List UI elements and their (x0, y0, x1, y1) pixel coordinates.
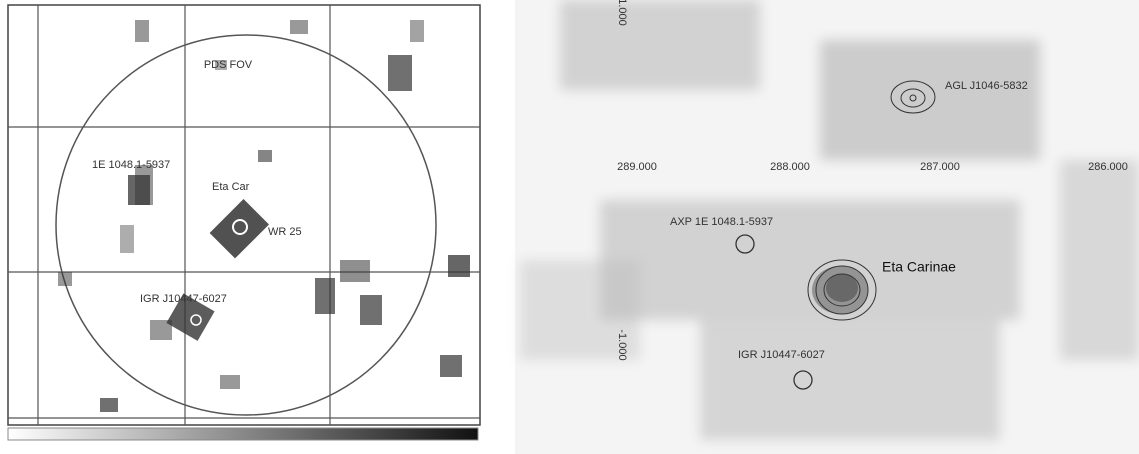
source-label: IGR J10447-6027 (738, 349, 825, 361)
figure: PDS FOV 1E 1048.1-5937 Eta Car WR 25 IGR… (0, 0, 1139, 454)
x-tick-label: 287.000 (920, 161, 960, 173)
source-label: AXP 1E 1048.1-5937 (670, 216, 773, 228)
color-bar (8, 428, 478, 440)
source-label: Eta Carinae (882, 259, 956, 275)
source-label: AGL J1046-5832 (945, 80, 1028, 92)
source-label: Eta Car (212, 181, 250, 193)
x-tick-label: 288.000 (770, 161, 810, 173)
source-label: WR 25 (268, 226, 302, 238)
x-tick-label: 289.000 (617, 161, 657, 173)
left-panel: PDS FOV 1E 1048.1-5937 Eta Car WR 25 IGR… (8, 5, 480, 440)
y-tick-label: -1.000 (616, 329, 628, 360)
right-panel: AGL J1046-5832 AXP 1E 1048.1-5937 Eta Ca… (515, 0, 1139, 454)
fov-label: PDS FOV (204, 59, 253, 71)
y-tick-label: 1.000 (616, 0, 628, 26)
source-label: 1E 1048.1-5937 (92, 159, 170, 171)
page: PDS FOV 1E 1048.1-5937 Eta Car WR 25 IGR… (0, 0, 1139, 454)
source-label: IGR J10447-6027 (140, 293, 227, 305)
x-tick-label: 286.000 (1088, 161, 1128, 173)
